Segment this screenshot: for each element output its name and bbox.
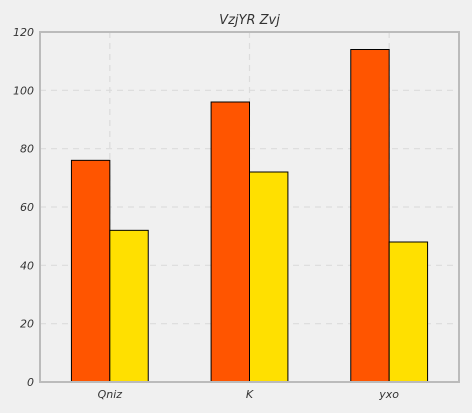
y-tick-label: 100: [13, 84, 34, 97]
x-tick-label: Qniz: [98, 388, 123, 401]
bar-series-1: [210, 101, 250, 383]
chart-title: VzjYR Zvj: [219, 13, 280, 28]
y-tick-label: 60: [20, 201, 34, 214]
y-axis-ticks: 0 20 40 60 80 100 120: [13, 26, 34, 389]
plot-frame: [39, 31, 460, 383]
y-tick-label: 0: [27, 376, 34, 389]
bar-series-1: [70, 159, 111, 383]
x-tick-label: yxo: [378, 388, 399, 401]
y-tick-label: 120: [13, 26, 34, 39]
x-tick-label: K: [246, 388, 254, 401]
bar-series-2: [388, 241, 429, 383]
y-tick-label: 80: [20, 143, 34, 156]
bar-series-2: [249, 171, 289, 383]
bar-series-2: [109, 229, 149, 383]
bar-series-1: [350, 49, 390, 383]
y-tick-label: 20: [20, 318, 34, 331]
y-tick-label: 40: [20, 259, 34, 272]
